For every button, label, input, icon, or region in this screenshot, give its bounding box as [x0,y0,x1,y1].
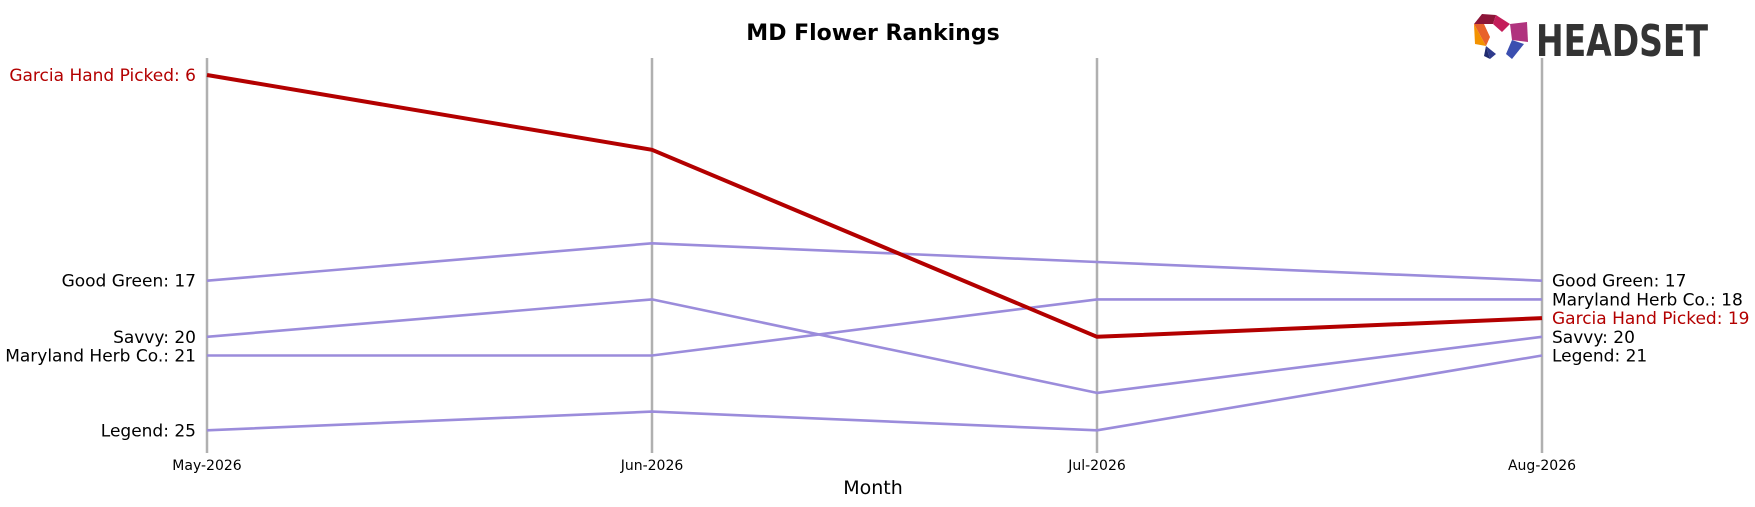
left-end-label: Legend: 25 [101,421,196,441]
right-end-label: Garcia Hand Picked: 19 [1552,309,1749,329]
headset-logo-text: HEADSET [1536,16,1708,67]
right-end-label: Savvy: 20 [1552,328,1635,348]
headset-logo: HEADSET [1474,14,1708,67]
x-tick-label: Jul-2026 [1067,458,1126,474]
x-tick-label: May-2026 [172,458,241,474]
headset-logo-mark-icon [1474,14,1528,59]
series-line [207,298,1542,357]
series-line [206,242,1543,282]
series-line [206,298,1543,395]
x-tick-label: Aug-2026 [1508,458,1576,474]
series-lines [206,73,1543,432]
right-end-label: Good Green: 17 [1552,272,1686,292]
series-line [206,354,1543,432]
x-tick-label: Jun-2026 [620,458,684,474]
x-axis-label: Month [843,477,903,499]
chart-title: MD Flower Rankings [746,21,999,46]
x-tick-labels: May-2026 Jun-2026 Jul-2026 Aug-2026 [172,458,1576,474]
series-line [206,73,1543,339]
left-end-label: Maryland Herb Co.: 21 [5,347,196,367]
right-end-label: Maryland Herb Co.: 18 [1552,290,1743,310]
right-end-label: Legend: 21 [1552,347,1647,367]
left-end-label: Savvy: 20 [113,328,196,348]
end-labels: Garcia Hand Picked: 6 Good Green: 17 Savvy… [5,66,1749,441]
left-end-label: Garcia Hand Picked: 6 [9,66,196,86]
gridlines [205,58,1544,453]
left-end-label: Good Green: 17 [62,272,196,292]
